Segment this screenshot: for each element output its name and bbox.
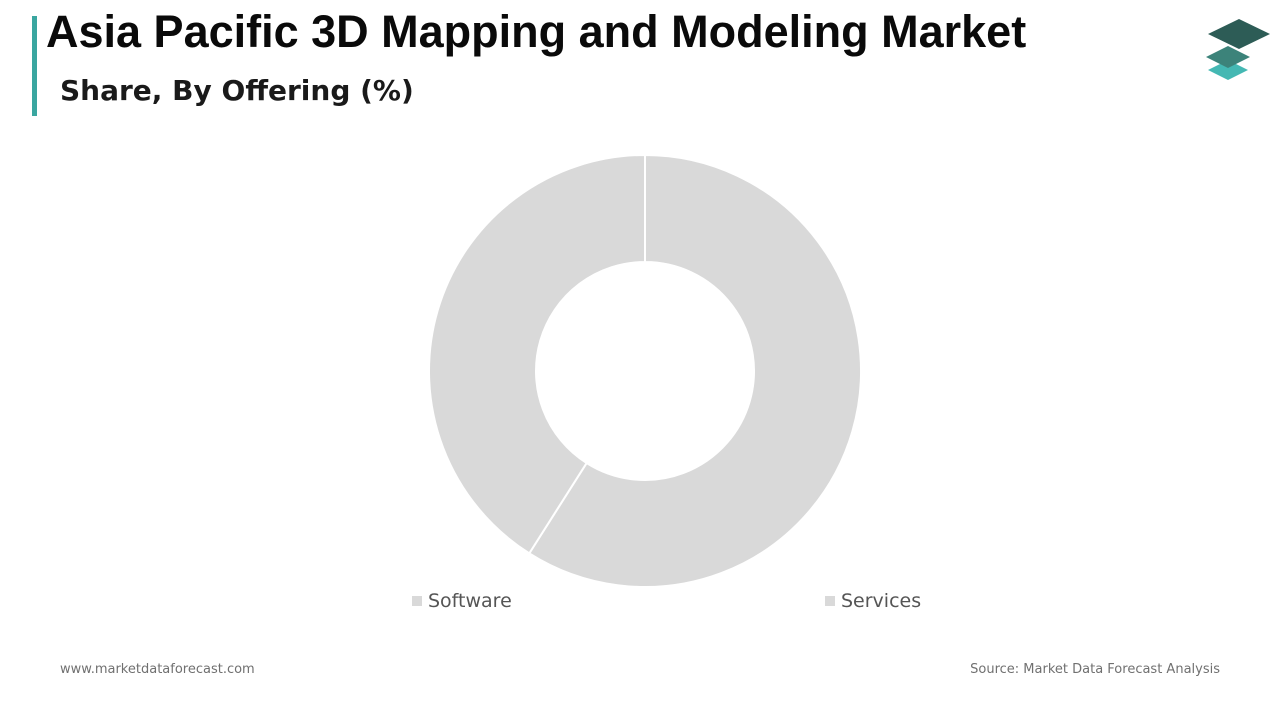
legend-swatch-software (412, 596, 422, 606)
logo-layer-top (1208, 19, 1270, 49)
legend-item-software: Software (412, 589, 512, 613)
footer-source: Source: Market Data Forecast Analysis (970, 662, 1220, 677)
chart-title: Asia Pacific 3D Mapping and Modeling Mar… (46, 6, 1027, 57)
chart-subtitle: Share, By Offering (%) (60, 74, 414, 107)
brand-logo (1204, 16, 1274, 88)
logo-layer-bottom (1208, 60, 1248, 80)
legend-label-software: Software (428, 590, 512, 612)
legend-label-services: Services (841, 590, 922, 612)
legend-swatch-services (825, 596, 835, 606)
slice-software (428, 153, 646, 555)
stacked-layers-icon (1206, 19, 1270, 80)
logo-layer-middle (1206, 46, 1250, 68)
footer-website[interactable]: www.marketdataforecast.com (60, 662, 255, 677)
title-accent-bar (32, 16, 37, 116)
legend-item-services: Services (825, 589, 921, 613)
slice-services (527, 153, 862, 588)
